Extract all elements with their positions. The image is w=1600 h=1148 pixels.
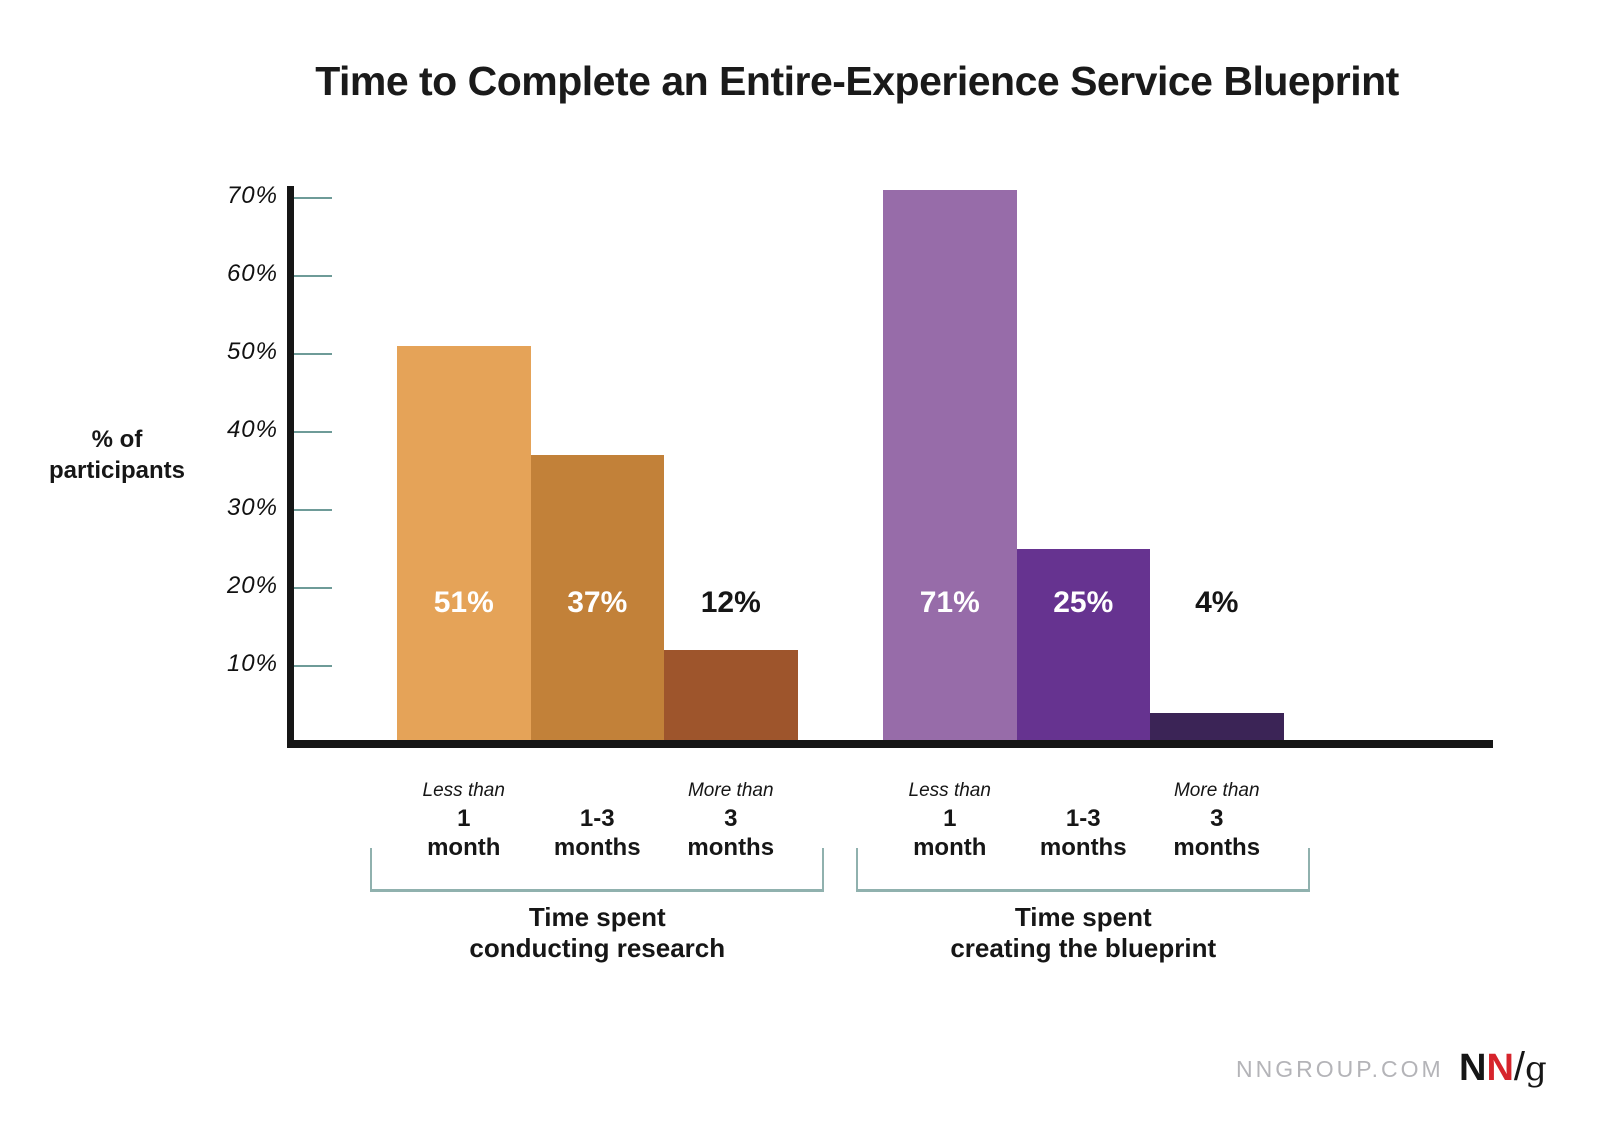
- x-axis-line: [287, 740, 1493, 748]
- category-label: 1-3 months: [983, 778, 1183, 862]
- category-unit: months: [687, 834, 775, 861]
- y-axis-title-line2: participants: [48, 457, 186, 484]
- group-label-blueprint: Time spent creating the blueprint: [950, 902, 1216, 964]
- bar-value-label: 12%: [700, 586, 761, 619]
- y-axis-title: % of participants: [49, 424, 185, 486]
- y-tick-line-30: [294, 509, 332, 511]
- y-tick-line-60: [294, 275, 332, 277]
- bar-value-label: 51%: [433, 586, 494, 619]
- y-tick-label-50: 50%: [226, 338, 278, 365]
- nng-logo-n2: N: [1486, 1047, 1514, 1089]
- y-tick-label-70: 70%: [226, 182, 278, 209]
- category-number: 3: [724, 805, 738, 832]
- group-label-line2: conducting research: [469, 933, 726, 963]
- y-tick-line-10: [294, 665, 332, 667]
- category-qualifier: More than: [687, 780, 774, 801]
- category-label: More than 3 months: [1117, 778, 1317, 862]
- nng-logo: NN/g: [1459, 1045, 1547, 1090]
- group-label-line1: Time spent: [1014, 902, 1152, 932]
- bar-research-1-3-months: [530, 455, 664, 744]
- nng-logo-n1: N: [1459, 1047, 1487, 1089]
- nng-logo-slash: /: [1513, 1045, 1526, 1089]
- group-bracket-research: [370, 848, 825, 892]
- y-tick-line-40: [294, 431, 332, 433]
- bar-research-more-3-months: [664, 650, 798, 744]
- category-number: 3: [1210, 805, 1224, 832]
- y-axis-line: [287, 186, 294, 748]
- category-qualifier: Less than: [908, 780, 991, 801]
- bar-blueprint-less-1-month: [883, 190, 1017, 744]
- group-label-research: Time spent conducting research: [469, 902, 725, 964]
- category-unit: months: [1173, 834, 1261, 861]
- nngroup-url-label: NNGROUP.COM: [1236, 1056, 1444, 1082]
- y-tick-label-60: 60%: [226, 260, 278, 287]
- y-tick-label-20: 20%: [226, 572, 278, 599]
- y-tick-line-20: [294, 587, 332, 589]
- y-tick-label-10: 10%: [226, 650, 278, 677]
- category-qualifier: More than: [1173, 780, 1260, 801]
- group-label-line1: Time spent: [528, 902, 666, 932]
- bar-value-label: 4%: [1195, 586, 1239, 619]
- y-tick-line-70: [294, 197, 332, 199]
- nng-logo-g: g: [1525, 1049, 1547, 1089]
- category-qualifier: Less than: [422, 780, 505, 801]
- category-label: Less than 1 month: [850, 778, 1050, 862]
- category-number: 1-3: [579, 805, 615, 832]
- group-label-line2: creating the blueprint: [950, 933, 1217, 963]
- y-tick-label-40: 40%: [226, 416, 278, 443]
- category-unit: months: [553, 834, 641, 861]
- bar-blueprint-more-3-months: [1150, 712, 1284, 744]
- bar-value-label: 37%: [567, 586, 628, 619]
- y-tick-line-50: [294, 353, 332, 355]
- category-unit: months: [1039, 834, 1127, 861]
- category-label: 1-3 months: [497, 778, 697, 862]
- y-tick-label-30: 30%: [226, 494, 278, 521]
- category-label: Less than 1 month: [364, 778, 564, 862]
- category-number: 1: [943, 805, 957, 832]
- bar-research-less-1-month: [397, 346, 531, 744]
- bar-value-label: 71%: [919, 586, 980, 619]
- group-bracket-blueprint: [856, 848, 1311, 892]
- category-label: More than 3 months: [631, 778, 831, 862]
- category-number: 1: [457, 805, 471, 832]
- page-title: Time to Complete an Entire-Experience Se…: [315, 58, 1399, 104]
- category-number: 1-3: [1065, 805, 1101, 832]
- bar-value-label: 25%: [1053, 586, 1114, 619]
- y-axis-title-line1: % of: [91, 426, 143, 453]
- category-unit: month: [427, 834, 501, 861]
- bar-blueprint-1-3-months: [1016, 549, 1150, 744]
- category-unit: month: [913, 834, 987, 861]
